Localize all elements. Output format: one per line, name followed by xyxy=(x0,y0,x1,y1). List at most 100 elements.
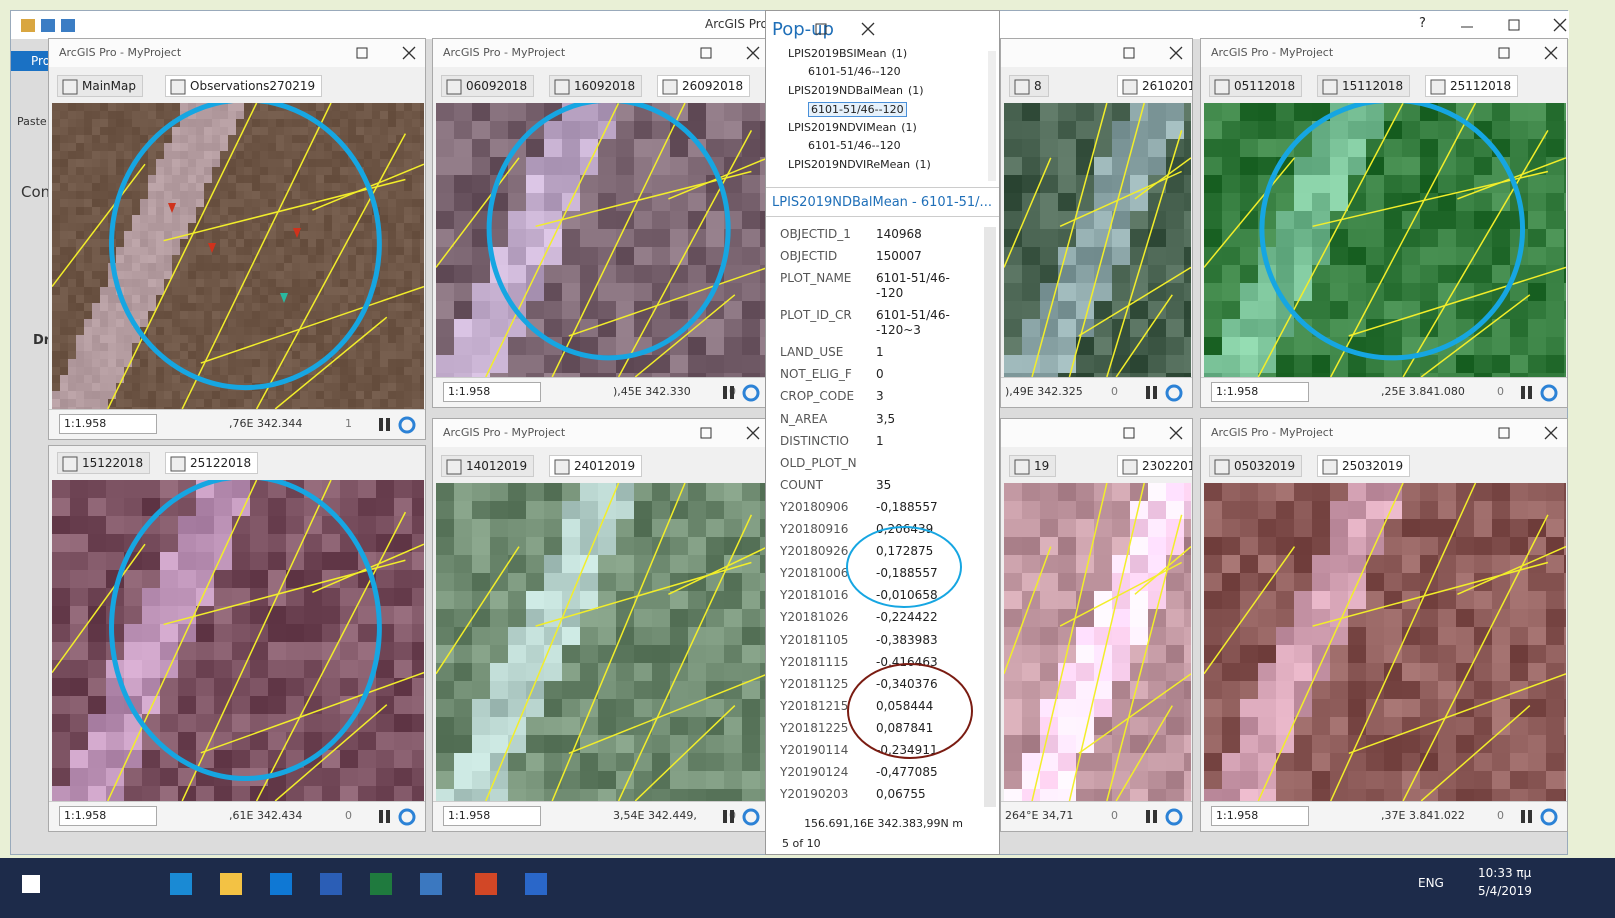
map-pixel xyxy=(212,351,220,359)
map-tab[interactable]: 15122018 xyxy=(57,452,151,474)
map-pixel xyxy=(412,367,420,375)
map-pixel xyxy=(316,167,324,175)
map-pixel xyxy=(252,103,260,111)
map-pixel xyxy=(490,609,508,627)
map-pixel xyxy=(1058,247,1076,265)
map-pixel xyxy=(380,255,388,263)
tree-layer[interactable]: LPIS2019NDBalMean (1) xyxy=(774,84,924,97)
map-pixel xyxy=(316,127,324,135)
ribbon-tab[interactable]: Pro xyxy=(11,51,50,71)
tree-feature[interactable]: 6101-51/46--120 xyxy=(808,139,901,152)
map-pixel xyxy=(1094,663,1112,681)
scale-box[interactable]: 1:1.958 xyxy=(1211,382,1309,402)
map-pixel xyxy=(372,191,380,199)
map-tab[interactable]: 23022019 xyxy=(1117,455,1192,477)
map-pixel xyxy=(1184,193,1191,211)
map-pixel xyxy=(1546,121,1564,139)
map-pixel xyxy=(1240,681,1258,699)
map-pixel xyxy=(1330,573,1348,591)
map-tab[interactable]: 06092018 xyxy=(441,75,535,97)
map-pixel xyxy=(508,283,526,301)
map-pixel xyxy=(1004,103,1022,121)
map-pixel xyxy=(388,159,396,167)
scale-box[interactable]: 1:1.958 xyxy=(1211,806,1309,826)
map-pixel xyxy=(1420,771,1438,789)
map-pixel xyxy=(76,319,84,327)
language[interactable]: ENG xyxy=(1418,876,1444,890)
map-pixel xyxy=(1366,483,1384,501)
map-pixel xyxy=(276,295,284,303)
map-pixel xyxy=(1456,609,1474,627)
map-pixel xyxy=(180,303,188,311)
map-pixel xyxy=(84,343,92,351)
popup-pager[interactable]: 5 of 10 xyxy=(782,837,821,850)
map-pixel xyxy=(1528,373,1546,377)
map-pixel xyxy=(396,215,404,223)
map-tab[interactable]: Observations270219 xyxy=(165,75,323,97)
map-pixel xyxy=(420,399,424,407)
scale-box[interactable]: 1:1.958 xyxy=(443,806,541,826)
map-pixel xyxy=(220,239,228,247)
map-tab[interactable]: 19 xyxy=(1009,455,1057,477)
map-pixel xyxy=(742,609,760,627)
map-pixel xyxy=(1402,483,1420,501)
map-pixel xyxy=(380,327,388,335)
map-pixel xyxy=(1402,103,1420,121)
map-pixel xyxy=(156,311,164,319)
map-tab[interactable]: 25112018 xyxy=(1425,75,1519,97)
ribbon-paste[interactable]: Paste xyxy=(17,115,47,128)
map-pixel xyxy=(300,327,308,335)
tree-layer[interactable]: LPIS2019BSIMean (1) xyxy=(774,47,907,60)
map-pixel xyxy=(228,127,236,135)
map-pixel xyxy=(340,642,358,660)
scale-box[interactable]: 1:1.958 xyxy=(59,414,157,434)
map-tab[interactable]: 15112018 xyxy=(1317,75,1411,97)
map-tab[interactable]: 26092018 xyxy=(657,75,751,97)
map-pixel xyxy=(1112,699,1130,717)
map-pixel xyxy=(340,127,348,135)
map-tab[interactable]: MainMap xyxy=(57,75,143,97)
map-tab[interactable]: 26102018 xyxy=(1117,75,1192,97)
help-button[interactable]: ? xyxy=(1419,16,1426,31)
map-tab[interactable]: 16092018 xyxy=(549,75,643,97)
scale-box[interactable]: 1:1.958 xyxy=(59,806,157,826)
map-tab[interactable]: 05032019 xyxy=(1209,455,1303,477)
map-pixel xyxy=(1492,771,1510,789)
map-pixel xyxy=(396,103,404,111)
map-pixel xyxy=(1222,555,1240,573)
tree-feature[interactable]: 6101-51/46--120 xyxy=(808,65,901,78)
map-pixel xyxy=(244,327,252,335)
map-pixel xyxy=(1094,681,1112,699)
map-tab[interactable]: 25032019 xyxy=(1317,455,1411,477)
map-pixel xyxy=(412,135,420,143)
scale-box[interactable]: 1:1.958 xyxy=(443,382,541,402)
map-pixel xyxy=(324,327,332,335)
map-pixel xyxy=(1022,265,1040,283)
map-pixel xyxy=(92,103,100,111)
tree-layer[interactable]: LPIS2019NDVIReMean (1) xyxy=(774,158,931,171)
map-tab[interactable]: 8 xyxy=(1009,75,1049,97)
map-tab[interactable]: 25122018 xyxy=(165,452,259,474)
observation-pin xyxy=(168,203,176,213)
map-pixel xyxy=(228,223,236,231)
map-tab[interactable]: 05112018 xyxy=(1209,75,1303,97)
map-pixel xyxy=(220,391,228,399)
tree-layer[interactable]: LPIS2019NDVIMean (1) xyxy=(774,121,917,134)
map-pixel xyxy=(52,135,60,143)
map-pixel xyxy=(232,750,250,768)
map-pixel xyxy=(300,143,308,151)
close-button xyxy=(1169,426,1183,440)
clock-time[interactable]: 10:33 πμ xyxy=(1478,866,1532,880)
map-tab[interactable]: 24012019 xyxy=(549,455,643,477)
map-pixel xyxy=(156,143,164,151)
map-pixel xyxy=(214,498,232,516)
clock-date[interactable]: 5/4/2019 xyxy=(1478,884,1532,898)
map-pixel xyxy=(508,211,526,229)
map-pixel xyxy=(52,642,70,660)
map-pixel xyxy=(178,696,196,714)
map-pixel xyxy=(140,319,148,327)
map-tab[interactable]: 14012019 xyxy=(441,455,535,477)
tree-feature[interactable]: 6101-51/46--120 xyxy=(808,102,907,117)
map-pixel xyxy=(236,103,244,111)
map-pixel xyxy=(760,103,768,121)
